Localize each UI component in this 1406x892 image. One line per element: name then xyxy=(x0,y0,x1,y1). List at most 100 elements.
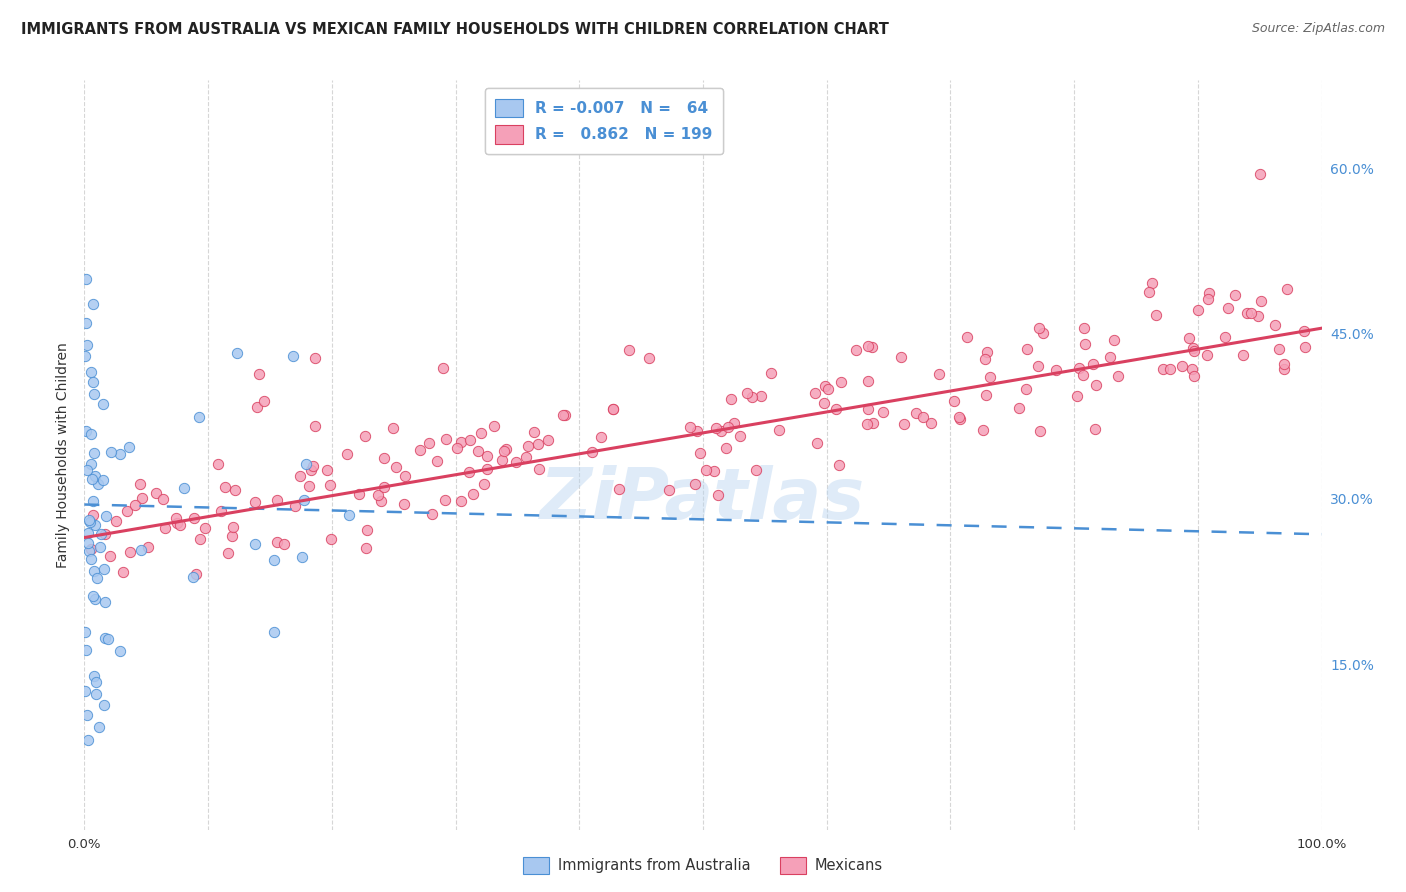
Point xyxy=(1292,324,1315,338)
Point xyxy=(221,529,243,543)
Point xyxy=(183,511,205,525)
Point xyxy=(83,517,105,532)
Point xyxy=(79,515,101,529)
Point xyxy=(956,330,979,344)
Point xyxy=(409,443,432,458)
Point xyxy=(1197,348,1219,362)
Point xyxy=(94,595,117,609)
Point xyxy=(825,402,848,417)
Point xyxy=(920,416,942,430)
Point xyxy=(893,417,915,431)
Point xyxy=(749,389,772,403)
Point xyxy=(145,486,167,500)
Point xyxy=(80,457,103,471)
Point xyxy=(83,591,105,606)
Point xyxy=(184,566,207,581)
Point xyxy=(94,631,117,645)
Point xyxy=(98,549,121,564)
Point xyxy=(82,296,104,310)
Point xyxy=(686,424,709,438)
Point xyxy=(1085,378,1108,392)
Point xyxy=(84,674,107,689)
Point xyxy=(209,503,232,517)
Point xyxy=(356,523,378,537)
Point xyxy=(1107,369,1129,384)
Point xyxy=(463,487,485,501)
Point xyxy=(1184,344,1206,359)
Point xyxy=(292,492,315,507)
Point xyxy=(470,426,492,441)
Point xyxy=(1028,321,1050,335)
Point xyxy=(115,504,138,518)
Point xyxy=(827,458,849,472)
Point xyxy=(263,552,285,566)
Point xyxy=(515,450,537,465)
Point xyxy=(976,345,998,359)
Point xyxy=(89,541,111,555)
Point xyxy=(217,545,239,559)
Point xyxy=(243,495,266,509)
Point xyxy=(720,392,742,406)
Point xyxy=(263,625,285,640)
Text: ZiPatlas: ZiPatlas xyxy=(540,466,866,534)
Point xyxy=(1045,363,1067,377)
Point xyxy=(745,463,768,477)
Point xyxy=(813,396,835,410)
Point xyxy=(1275,282,1298,296)
Point xyxy=(385,459,408,474)
Point xyxy=(1223,288,1246,302)
Point xyxy=(1032,326,1054,340)
Point xyxy=(554,408,576,422)
Point xyxy=(118,545,141,559)
Point xyxy=(1144,309,1167,323)
Point xyxy=(370,494,392,508)
Point xyxy=(551,408,574,422)
Point xyxy=(658,483,681,498)
Point xyxy=(418,436,440,450)
Point xyxy=(246,401,269,415)
Point xyxy=(602,401,624,416)
Point xyxy=(173,481,195,495)
Point xyxy=(602,401,624,416)
Point xyxy=(858,339,880,353)
Point xyxy=(1073,368,1095,382)
Point xyxy=(1213,329,1236,343)
Point xyxy=(76,425,98,439)
Point xyxy=(717,420,740,434)
Point xyxy=(704,421,727,435)
Point xyxy=(129,543,152,558)
Point xyxy=(1171,359,1194,373)
Point xyxy=(492,444,515,458)
Point xyxy=(94,509,117,524)
Point xyxy=(84,469,107,483)
Point xyxy=(394,469,416,483)
Point xyxy=(1268,343,1291,357)
Point xyxy=(1180,362,1202,376)
Text: IMMIGRANTS FROM AUSTRALIA VS MEXICAN FAMILY HOUSEHOLDS WITH CHILDREN CORRELATION: IMMIGRANTS FROM AUSTRALIA VS MEXICAN FAM… xyxy=(21,22,889,37)
Legend: R = -0.007   N =   64, R =   0.862   N = 199: R = -0.007 N = 64, R = 0.862 N = 199 xyxy=(485,88,723,154)
Point xyxy=(302,458,325,473)
Point xyxy=(1008,401,1031,416)
Point xyxy=(245,536,267,550)
Point xyxy=(87,720,110,734)
Point xyxy=(1250,293,1272,308)
Point xyxy=(76,707,98,722)
Point xyxy=(181,570,204,584)
Point xyxy=(689,446,711,460)
Point xyxy=(1182,341,1205,355)
Point xyxy=(283,349,305,363)
Point xyxy=(86,571,108,585)
Point xyxy=(1236,306,1258,320)
Point xyxy=(890,351,912,365)
Point xyxy=(367,488,389,502)
Point xyxy=(1073,337,1095,351)
Point xyxy=(214,480,236,494)
Point xyxy=(77,526,100,541)
Point xyxy=(1029,424,1052,438)
Point xyxy=(768,423,790,437)
Point xyxy=(475,449,498,463)
Point xyxy=(1177,331,1199,345)
Point xyxy=(860,341,883,355)
Point xyxy=(112,565,135,579)
Point xyxy=(1067,360,1090,375)
